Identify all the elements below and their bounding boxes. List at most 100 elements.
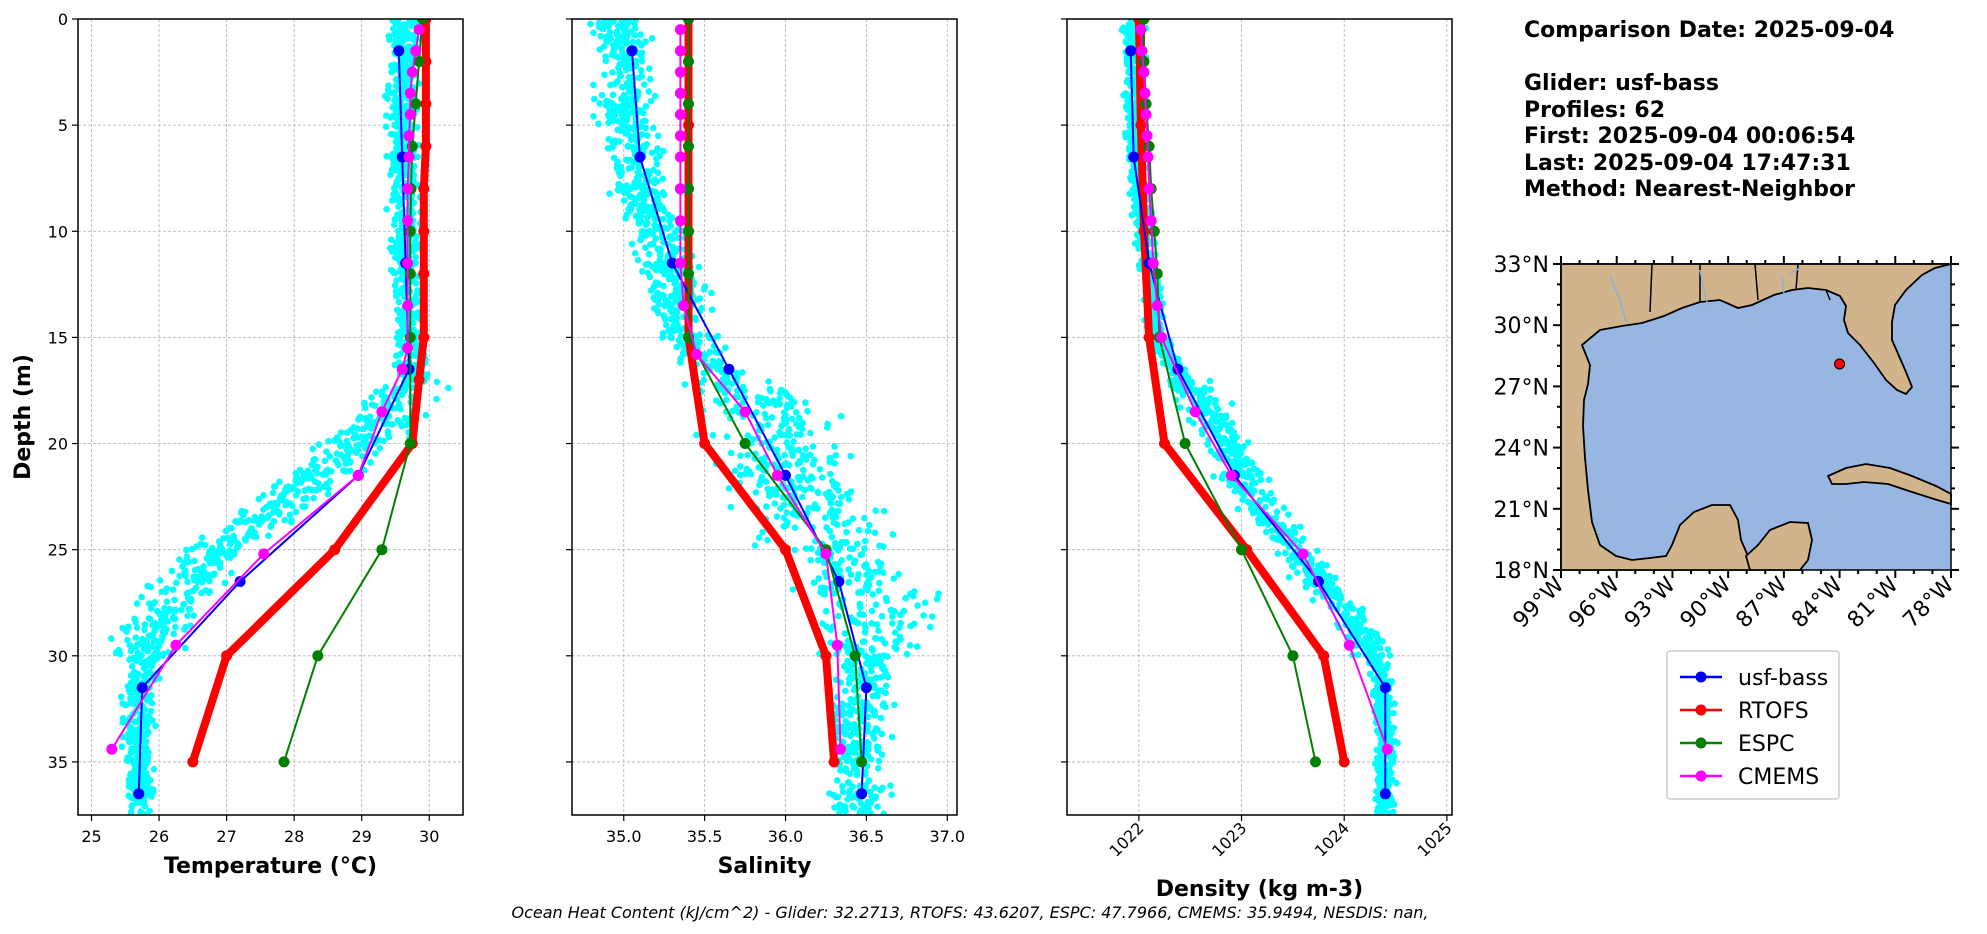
scatter-point xyxy=(614,78,621,85)
scatter-point xyxy=(874,558,882,566)
series-line-usf-bass xyxy=(137,50,410,794)
scatter-point xyxy=(618,83,626,91)
scatter-point xyxy=(1373,708,1381,715)
scatter-point xyxy=(642,261,650,268)
scatter-point xyxy=(619,25,627,32)
scatter-point xyxy=(138,652,145,659)
scatter-point xyxy=(265,532,272,539)
scatter-point xyxy=(818,474,826,481)
scatter-point xyxy=(1360,616,1368,624)
scatter-point xyxy=(875,587,883,595)
scatter-point xyxy=(642,103,650,110)
scatter-point xyxy=(861,771,869,778)
series-point-usf-bass xyxy=(136,682,148,694)
scatter-point xyxy=(1245,467,1253,475)
x-tick-label: 37.0 xyxy=(929,827,965,846)
scatter-point xyxy=(389,150,397,158)
series-point-ESPC xyxy=(413,56,425,67)
y-tick-label: 25 xyxy=(48,541,68,560)
scatter-point xyxy=(781,451,788,459)
scatter-point xyxy=(773,513,781,520)
series-point-RTOFS xyxy=(699,438,711,449)
y-ticks xyxy=(566,18,572,763)
scatter-point xyxy=(628,240,636,248)
scatter-point xyxy=(625,165,633,172)
y-tick-label: 35 xyxy=(48,753,68,772)
scatter-point xyxy=(773,491,780,498)
scatter-point xyxy=(874,803,881,810)
scatter-point xyxy=(627,136,635,143)
scatter-point xyxy=(1176,386,1184,393)
scatter-point xyxy=(816,466,824,473)
scatter-point xyxy=(591,95,598,103)
scatter-point xyxy=(637,67,645,74)
scatter-point xyxy=(409,351,417,359)
scatter-point xyxy=(626,62,634,69)
scatter-point xyxy=(190,573,197,580)
scatter-point xyxy=(1265,476,1273,484)
legend-marker-CMEMS xyxy=(1695,770,1707,782)
scatter-point xyxy=(1205,399,1212,407)
series-point-ESPC xyxy=(312,650,324,662)
scatter-point xyxy=(709,431,717,439)
scatter-point xyxy=(184,578,191,586)
scatter-point xyxy=(790,398,798,406)
scatter-point xyxy=(283,484,290,491)
scatter-point xyxy=(807,429,814,437)
scatter-point xyxy=(831,443,838,450)
series-point-RTOFS xyxy=(1143,331,1155,343)
scatter-point xyxy=(633,175,641,182)
scatter-point xyxy=(845,702,852,709)
scatter-point xyxy=(869,591,877,598)
glider-name: Glider: usf-bass xyxy=(1524,71,1719,96)
scatter-point xyxy=(868,607,876,615)
scatter-point xyxy=(163,585,171,592)
series-point-CMEMS xyxy=(404,109,416,120)
scatter-point xyxy=(604,145,612,152)
scatter-point xyxy=(401,387,409,395)
scatter-point xyxy=(845,496,853,503)
scatter-point xyxy=(1297,523,1304,531)
scatter-point xyxy=(1231,447,1239,454)
scatter-point xyxy=(131,729,139,736)
scatter-point xyxy=(126,755,134,762)
scatter-point xyxy=(410,31,417,39)
scatter-point xyxy=(773,401,780,408)
scatter-point xyxy=(639,109,647,117)
scatter-point xyxy=(858,807,865,814)
map-longitude-labels: 99°W96°W93°W90°W87°W84°W81°W78°W xyxy=(1509,572,1960,633)
scatter-point xyxy=(1377,740,1385,747)
scatter-point xyxy=(182,572,189,580)
series-point-CMEMS xyxy=(1143,183,1155,195)
scatter-point xyxy=(238,509,245,517)
scatter-point xyxy=(873,743,881,751)
scatter-point xyxy=(201,541,209,549)
scatter-point xyxy=(659,175,667,183)
scatter-point xyxy=(643,219,651,227)
scatter-point xyxy=(831,590,838,597)
scatter-point xyxy=(623,129,630,137)
series-line-usf-bass xyxy=(1129,50,1387,794)
scatter-point xyxy=(630,194,637,202)
x-tick-label: 28 xyxy=(284,827,304,846)
scatter-point xyxy=(1312,588,1320,596)
scatter-point xyxy=(1257,476,1265,484)
scatter-point xyxy=(1257,469,1264,477)
scatter-point xyxy=(664,297,671,305)
x-axis-label: Temperature (°C) xyxy=(164,854,377,879)
scatter-point xyxy=(826,790,833,797)
scatter-point xyxy=(249,528,256,535)
scatter-point xyxy=(1378,756,1385,763)
scatter-point xyxy=(614,126,621,134)
scatter-point xyxy=(278,496,285,504)
map-frame-ticks xyxy=(1553,256,1959,578)
scatter-point xyxy=(835,612,842,620)
scatter-point xyxy=(150,599,158,607)
scatter-point xyxy=(1375,713,1383,720)
scatter-point xyxy=(1288,562,1296,570)
scatter-point xyxy=(845,779,852,786)
scatter-point xyxy=(596,100,604,107)
scatter-point xyxy=(133,737,141,745)
scatter-point xyxy=(865,521,873,529)
series-point-RTOFS xyxy=(1135,119,1147,131)
